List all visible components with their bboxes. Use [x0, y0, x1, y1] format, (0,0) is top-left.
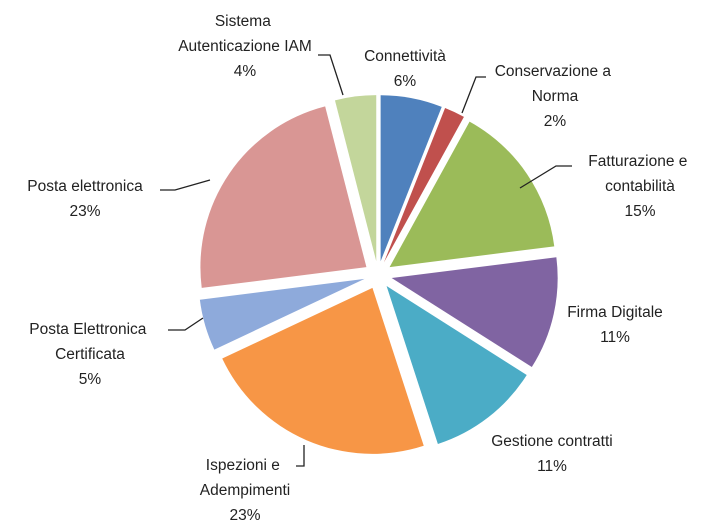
slice-label: Fatturazione e contabilità [588, 153, 691, 195]
leader-line [318, 54, 344, 96]
value-label: 23% [69, 203, 100, 220]
value-label: 6% [394, 73, 417, 90]
pie-slice [391, 257, 558, 368]
slice-label: Conservazione a Norma [495, 63, 616, 105]
slice-label: Posta Elettronica Certificata [29, 321, 150, 363]
value-label: 4% [234, 63, 257, 80]
pie-slice [380, 95, 442, 262]
leader-line [461, 76, 486, 114]
value-label: 2% [544, 113, 567, 130]
slice-label: Gestione contratti [491, 433, 612, 450]
leader-line [168, 317, 204, 331]
slice-label: Ispezioni e Adempimenti [200, 457, 290, 499]
pie-slice [383, 107, 464, 263]
pie-slice [199, 278, 365, 350]
slice-label: Sistema Autenticazione IAM [178, 13, 312, 55]
slice-label: Posta elettronica [27, 178, 143, 195]
pie-slice [389, 121, 555, 268]
leader-line [519, 165, 572, 189]
slice-label: Firma Digitale [567, 304, 663, 321]
pie-slice [386, 286, 527, 444]
pie-slice [200, 106, 367, 288]
value-label: 5% [79, 371, 102, 388]
value-label: 11% [600, 329, 630, 346]
leader-line [296, 445, 305, 467]
pie-slice [334, 95, 377, 262]
value-label: 15% [624, 203, 655, 220]
leader-line [160, 179, 211, 191]
pie-slice [222, 287, 424, 454]
slice-label: Connettività [364, 48, 446, 65]
value-label: 23% [229, 507, 260, 520]
value-label: 11% [537, 458, 567, 475]
